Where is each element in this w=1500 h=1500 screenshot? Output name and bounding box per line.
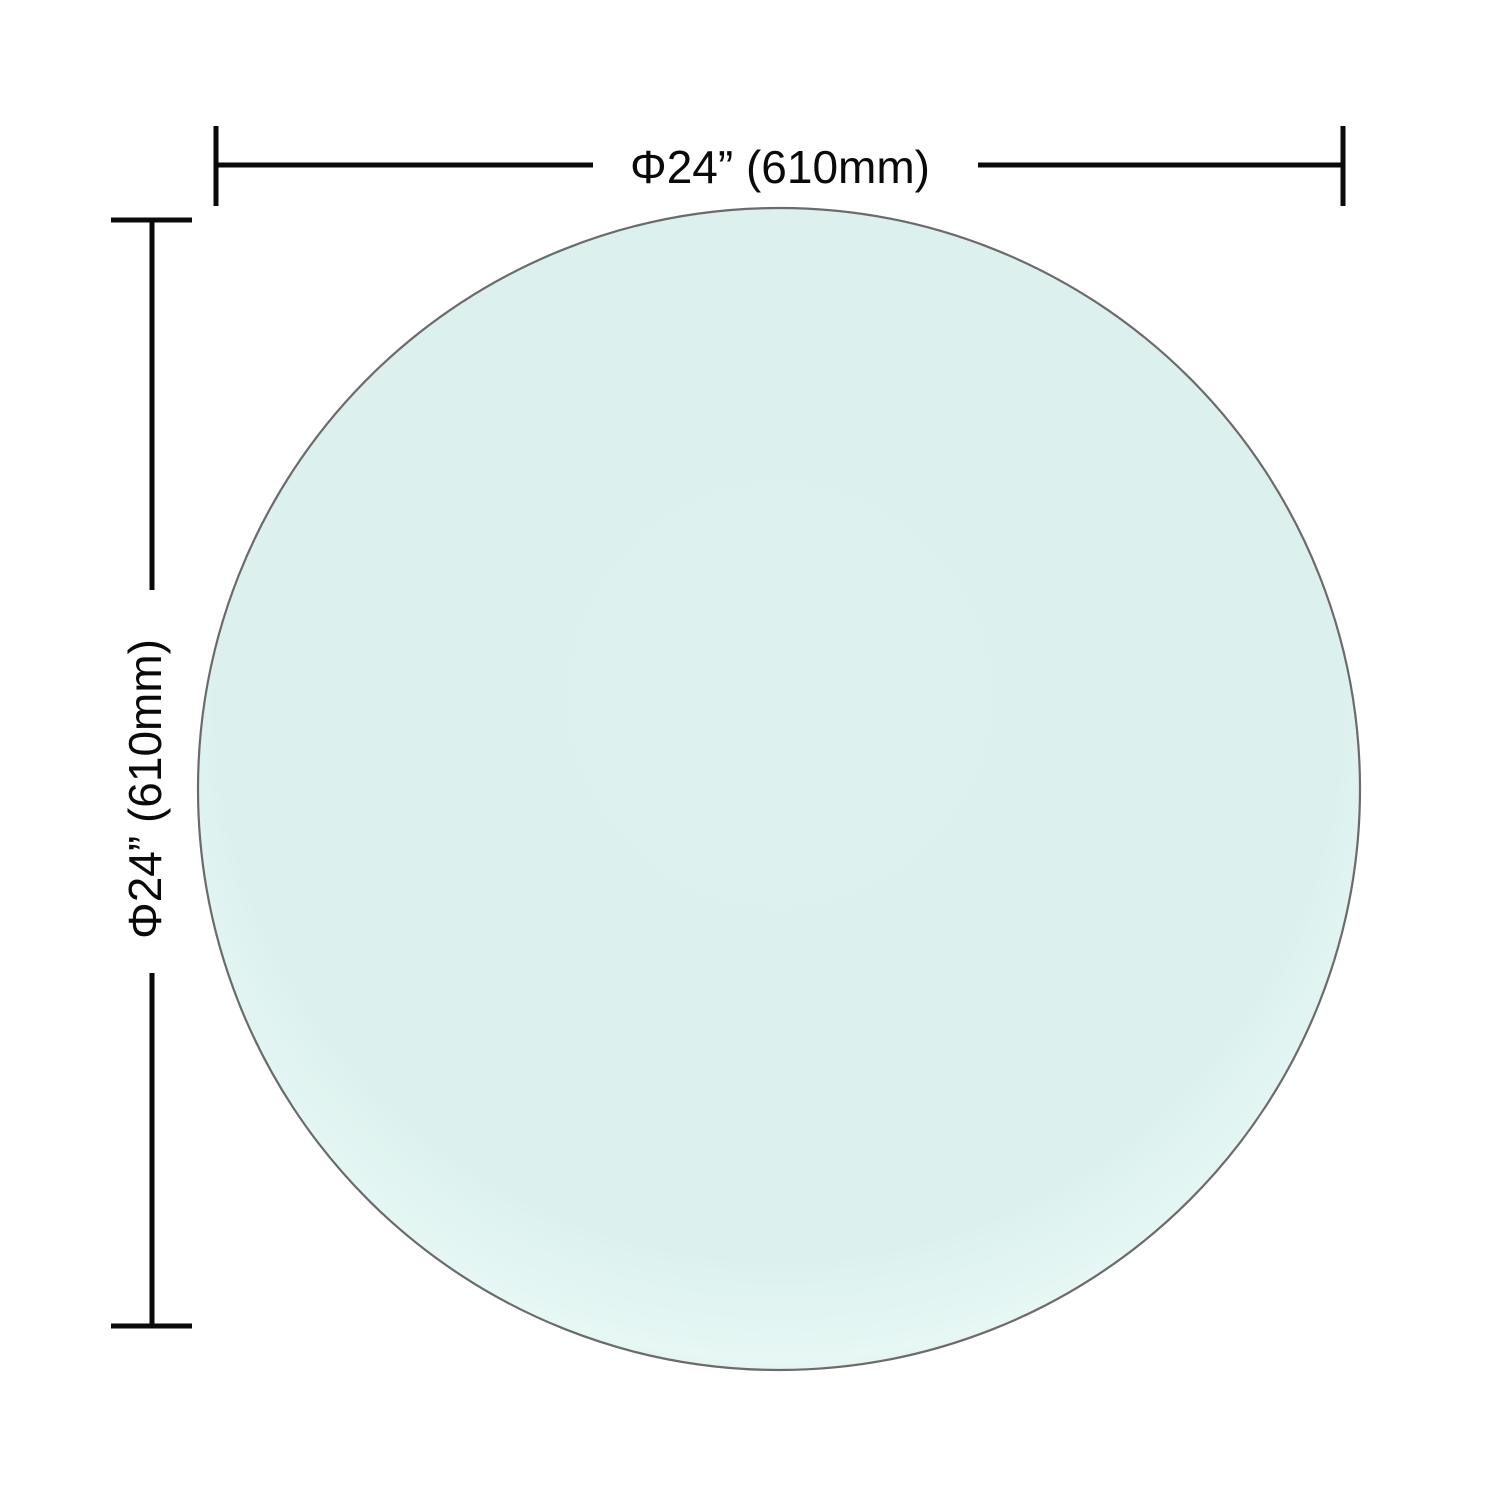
svg-text:Φ24” (610mm): Φ24” (610mm): [119, 639, 171, 939]
svg-text:Φ24” (610mm): Φ24” (610mm): [630, 141, 930, 193]
